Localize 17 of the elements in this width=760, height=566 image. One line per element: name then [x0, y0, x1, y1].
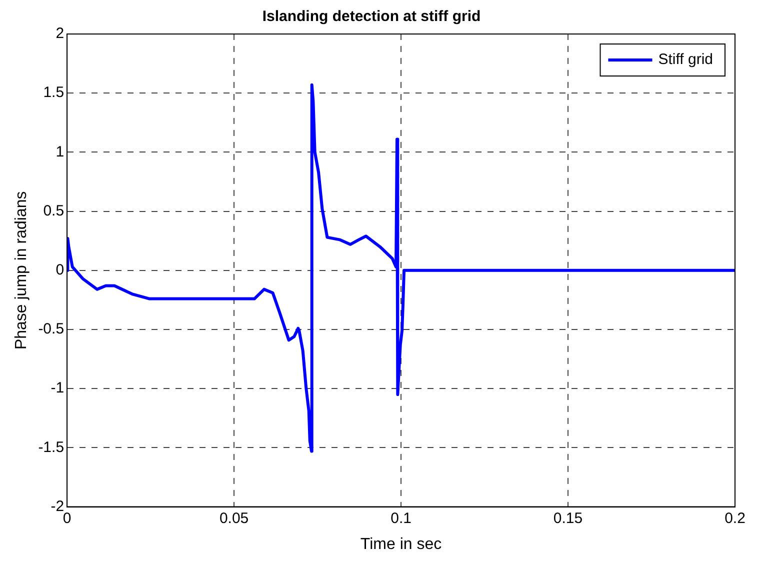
- y-tick-label: 2: [56, 25, 64, 42]
- y-tick-label: -1.5: [38, 438, 64, 456]
- x-tick-label: 0.2: [724, 510, 746, 527]
- y-tick-label: 0: [56, 262, 64, 279]
- x-tick-label: 0.05: [219, 510, 249, 527]
- x-tick-label: 0.1: [390, 510, 412, 527]
- y-tick-label: 1.5: [43, 84, 64, 102]
- y-tick-label: 1: [56, 143, 64, 160]
- y-tick-label: -2: [50, 498, 64, 515]
- x-tick-label: 0.15: [553, 510, 583, 527]
- y-tick-label: -0.5: [38, 320, 64, 338]
- y-axis-title: Phase jump in radians: [13, 191, 30, 350]
- legend-label: Stiff grid: [658, 51, 713, 68]
- y-tick-label: 0.5: [43, 202, 64, 220]
- chart-title: Islanding detection at stiff grid: [262, 8, 481, 26]
- y-tick-label: -1: [50, 380, 64, 397]
- x-axis-title: Time in sec: [360, 536, 442, 553]
